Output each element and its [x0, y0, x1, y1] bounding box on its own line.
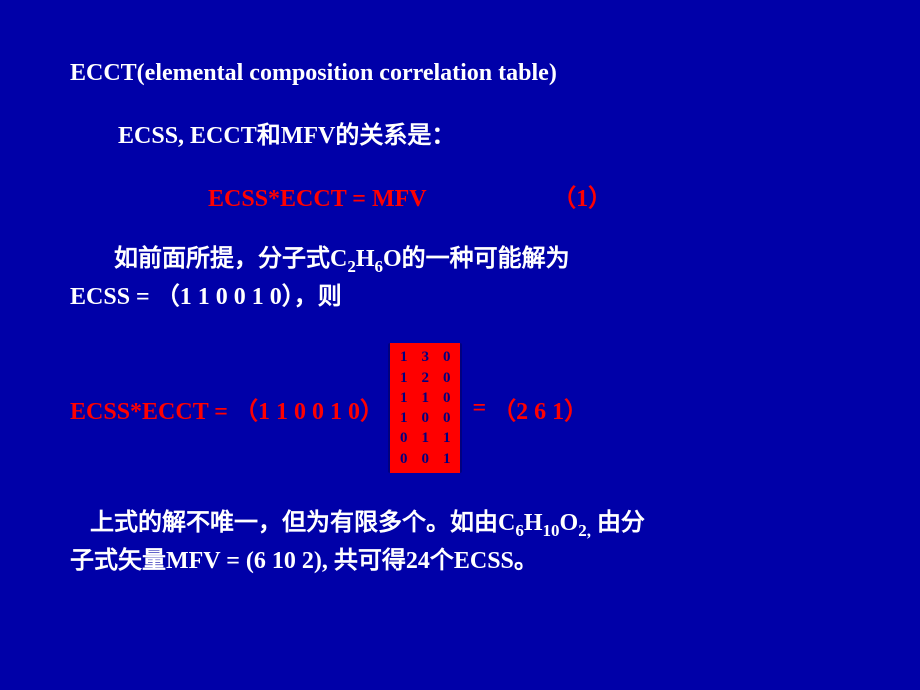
- sub-2b: 2,: [578, 521, 591, 540]
- matrix-row: 100: [400, 408, 451, 428]
- sub-6b: 6: [515, 521, 524, 540]
- para2-o: O: [560, 510, 579, 536]
- para2-line2: 子式矢量MFV = (6 10 2), 共可得24个ECSS。: [70, 543, 850, 579]
- paragraph-2: 上式的解不唯一，但为有限多个。如由C6H10O2, 由分 子式矢量MFV = (…: [70, 505, 850, 579]
- sub-10: 10: [543, 521, 560, 540]
- eq2-left: ECSS*ECCT = （1 1 0 0 1 0）: [70, 391, 384, 426]
- para1-line2: ECSS = （1 1 0 0 1 0），则: [70, 279, 850, 315]
- sub-6: 6: [375, 257, 384, 276]
- eq1-formula: ECSS*ECCT = MFV: [208, 186, 426, 212]
- para1-line1: 如前面所提，分子式C2H6O的一种可能解为: [70, 241, 850, 279]
- eq2-equals: =: [472, 395, 486, 422]
- eq2-result: （2 6 1）: [492, 391, 588, 426]
- sub-2: 2: [347, 257, 356, 276]
- matrix-row: 001: [400, 449, 451, 469]
- para2-line1: 上式的解不唯一，但为有限多个。如由C6H10O2, 由分: [70, 505, 850, 543]
- matrix-row: 120: [400, 368, 451, 388]
- para2-h: H: [524, 510, 543, 536]
- matrix-row: 011: [400, 428, 451, 448]
- equation-1: ECSS*ECCT = MFV （1）: [208, 178, 850, 213]
- ecct-matrix: 130 120 110 100 011 001: [388, 343, 463, 473]
- slide-content: ECCT(elemental composition correlation t…: [0, 0, 920, 609]
- matrix-row: 110: [400, 388, 451, 408]
- para1-h: H: [356, 246, 375, 272]
- matrix-row: 130: [400, 347, 451, 367]
- relation-subtitle: ECSS, ECCT和MFV的关系是：: [118, 115, 850, 150]
- para1-end: O的一种可能解为: [383, 246, 570, 272]
- para1-text: 如前面所提，分子式C: [114, 246, 347, 272]
- para2-end: 由分: [591, 510, 645, 536]
- main-title: ECCT(elemental composition correlation t…: [70, 60, 850, 87]
- equation-2-container: ECSS*ECCT = （1 1 0 0 1 0） 130 120 110 10…: [70, 343, 850, 473]
- paragraph-1: 如前面所提，分子式C2H6O的一种可能解为 ECSS = （1 1 0 0 1 …: [70, 241, 850, 315]
- para2-pre: 上式的解不唯一，但为有限多个。如由C: [90, 510, 515, 536]
- eq1-number: （1）: [552, 186, 612, 212]
